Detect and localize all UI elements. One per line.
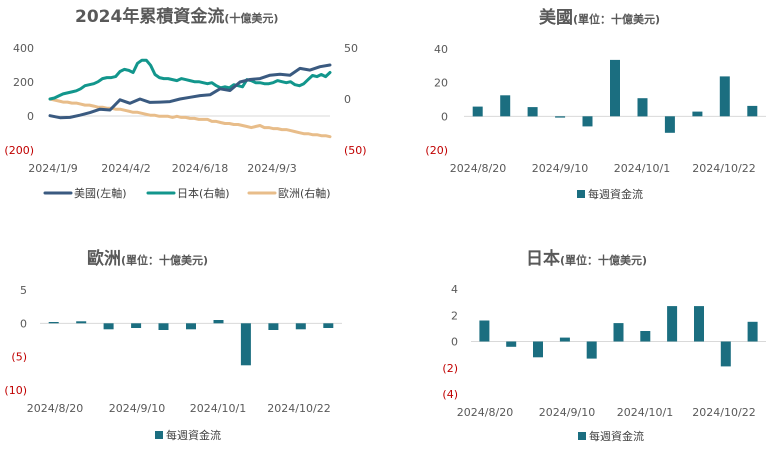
weekly-flow-bar — [323, 323, 334, 328]
y-left-tick-label: (200) — [4, 144, 34, 157]
legend-label: 每週資金流 — [166, 428, 221, 442]
x-tick-label: 2024/10/22 — [692, 162, 755, 175]
y-tick-label: (5) — [11, 351, 27, 364]
weekly-flow-bar — [186, 323, 196, 330]
y-tick-label: (20) — [425, 144, 448, 157]
x-tick-label: 2024/9/3 — [247, 162, 296, 175]
weekly-flow-bar — [103, 323, 114, 330]
weekly-flow-bar — [479, 320, 490, 342]
weekly-flow-bar — [640, 331, 651, 342]
y-right-tick-label: (50) — [344, 144, 367, 157]
x-tick-label: 2024/8/20 — [450, 162, 506, 175]
x-tick-label: 2024/6/18 — [172, 162, 228, 175]
legend-label-us: 美國(左軸) — [74, 186, 127, 200]
y-tick-label: 2 — [451, 309, 458, 322]
y-tick-label: 4 — [451, 283, 458, 296]
y-tick-label: (10) — [4, 384, 27, 397]
y-tick-label: 40 — [434, 43, 448, 56]
weekly-flow-bar — [295, 323, 306, 330]
legend-swatch — [578, 432, 586, 440]
series-line-japan — [48, 58, 332, 101]
weekly-flow-bar — [500, 95, 511, 117]
y-tick-label: 20 — [434, 77, 448, 90]
weekly-flow-bar — [582, 116, 593, 127]
x-tick-label: 2024/10/22 — [267, 402, 330, 415]
europe-title: 歐洲(單位：十億美元) — [87, 248, 208, 269]
weekly-flow-bar — [240, 323, 251, 366]
series-line-us — [48, 63, 332, 120]
y-right-tick-label: 50 — [344, 42, 358, 55]
y-tick-label: 5 — [20, 284, 27, 297]
weekly-flow-bar — [637, 98, 648, 117]
cumulative-flow-chart: 2024年累積資金流(十億美元) 400 200 0 (200) 50 0 (50) 20… — [4, 6, 366, 200]
weekly-flow-bar — [613, 323, 624, 342]
x-tick-label: 2024/9/10 — [532, 162, 588, 175]
x-tick-label: 2024/9/10 — [539, 406, 595, 419]
weekly-flow-bar — [131, 323, 142, 328]
weekly-flow-bar — [610, 59, 620, 117]
y-left-tick-label: 200 — [13, 76, 34, 89]
y-right-tick-label: 0 — [344, 93, 351, 106]
weekly-flow-bar — [213, 320, 224, 324]
y-tick-label: (4) — [442, 388, 458, 401]
weekly-flow-bar — [719, 76, 730, 117]
weekly-flow-bar — [268, 323, 279, 330]
weekly-flow-bar — [533, 341, 543, 358]
legend-label-japan: 日本(右軸) — [177, 186, 230, 200]
weekly-flow-bar — [720, 341, 731, 367]
weekly-flow-bar — [472, 106, 483, 117]
series-line-europe — [48, 97, 332, 139]
y-tick-label: 0 — [441, 110, 448, 123]
weekly-flow-bar — [747, 321, 758, 342]
weekly-flow-bar — [747, 105, 758, 117]
weekly-flow-bar — [667, 306, 678, 342]
weekly-flow-bar — [694, 306, 704, 342]
weekly-flow-bar — [555, 116, 566, 118]
legend-label-europe: 歐洲(右軸) — [278, 186, 331, 200]
weekly-flow-bar — [527, 107, 538, 117]
japan-title: 日本(單位：十億美元) — [526, 248, 647, 269]
legend-label: 每週資金流 — [589, 429, 644, 443]
europe-weekly-flow-chart: 歐洲(單位：十億美元) 5 0 (5) (10)2024/8/20 2024/9/10 2… — [4, 248, 342, 442]
y-tick-label: (2) — [442, 362, 458, 375]
weekly-flow-bar — [506, 341, 517, 347]
x-tick-label: 2024/4/2 — [101, 162, 150, 175]
legend-label: 每週資金流 — [588, 187, 643, 201]
y-left-tick-label: 400 — [13, 42, 34, 55]
legend-swatch — [155, 431, 163, 439]
x-tick-label: 2024/1/9 — [28, 162, 77, 175]
weekly-flow-bar — [158, 323, 169, 330]
japan-weekly-flow-chart: 日本(單位：十億美元) 4 2 0 (2) (4) 2024/8/20 2024/9/10 2… — [442, 248, 766, 443]
weekly-flow-bar — [559, 337, 570, 342]
x-tick-label: 2024/9/10 — [109, 402, 165, 415]
us-weekly-flow-chart: 美國(單位：十億美元) 40 20 0 (20)2024/8/20 2024/9/10 2… — [425, 7, 766, 201]
y-left-tick-label: 0 — [27, 110, 34, 123]
legend-swatch — [577, 190, 585, 198]
x-tick-label: 2024/10/1 — [190, 402, 246, 415]
y-tick-label: 0 — [20, 317, 27, 330]
weekly-flow-bar — [664, 116, 675, 133]
y-tick-label: 0 — [451, 336, 458, 349]
x-tick-label: 2024/8/20 — [457, 406, 513, 419]
weekly-flow-bar — [76, 321, 87, 324]
x-tick-label: 2024/10/22 — [692, 406, 755, 419]
weekly-flow-bar — [586, 341, 597, 359]
weekly-flow-bar — [48, 322, 59, 324]
cumulative-title: 2024年累積資金流(十億美元) — [75, 6, 278, 27]
us-title: 美國(單位：十億美元) — [539, 7, 660, 28]
x-tick-label: 2024/10/1 — [617, 406, 673, 419]
x-tick-label: 2024/8/20 — [27, 402, 83, 415]
weekly-flow-bar — [692, 111, 703, 117]
x-tick-label: 2024/10/1 — [614, 162, 670, 175]
